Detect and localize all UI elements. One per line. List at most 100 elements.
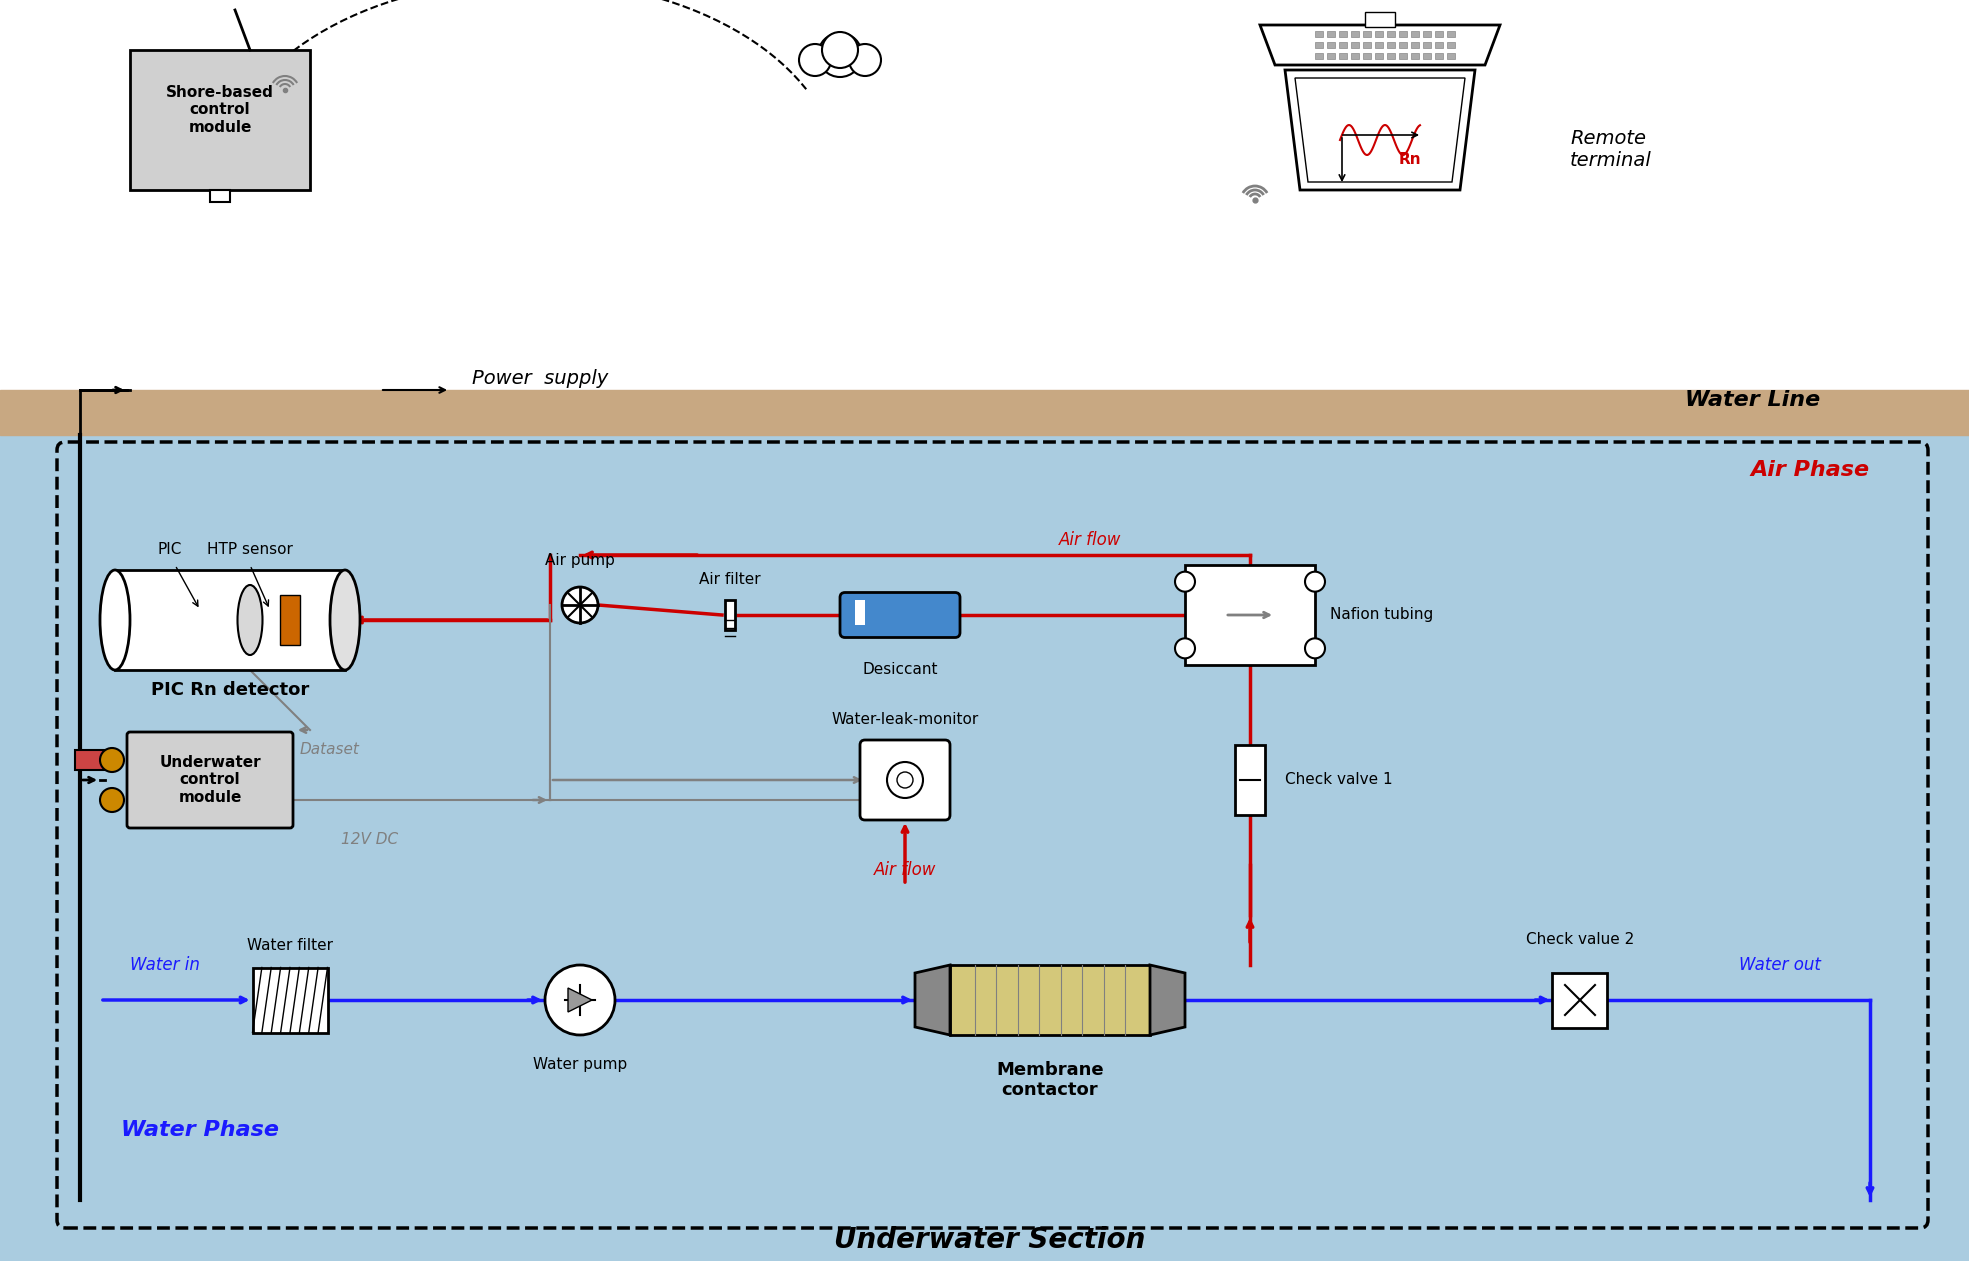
FancyBboxPatch shape <box>841 593 961 638</box>
Text: Shore-based
control
module: Shore-based control module <box>165 84 274 135</box>
Bar <box>1424 32 1431 37</box>
Polygon shape <box>1150 965 1185 1035</box>
FancyBboxPatch shape <box>860 740 949 820</box>
Bar <box>1412 53 1420 59</box>
Text: Water out: Water out <box>1739 956 1821 973</box>
Text: Water-leak-monitor: Water-leak-monitor <box>831 712 979 728</box>
Ellipse shape <box>238 585 262 654</box>
Circle shape <box>100 748 124 772</box>
Text: Air pump: Air pump <box>545 552 614 567</box>
Text: Water Phase: Water Phase <box>120 1120 280 1140</box>
Text: Air flow: Air flow <box>1059 531 1120 549</box>
Bar <box>1400 42 1408 48</box>
Text: Rn: Rn <box>1398 153 1422 168</box>
Bar <box>1552 972 1607 1028</box>
Bar <box>252 967 327 1033</box>
Bar <box>1339 42 1347 48</box>
Circle shape <box>1305 638 1325 658</box>
Bar <box>1386 53 1394 59</box>
Bar <box>1365 13 1394 26</box>
Bar <box>211 190 230 202</box>
Bar <box>1315 32 1323 37</box>
Bar <box>1374 42 1382 48</box>
Bar <box>1447 42 1455 48</box>
Bar <box>1424 42 1431 48</box>
Bar <box>1185 565 1315 665</box>
Polygon shape <box>1286 71 1475 190</box>
Bar <box>1412 32 1420 37</box>
Circle shape <box>1175 638 1195 658</box>
Bar <box>1435 53 1443 59</box>
Bar <box>1327 42 1335 48</box>
Polygon shape <box>916 965 949 1035</box>
Text: Dataset: Dataset <box>299 743 360 758</box>
Text: Check valve 1: Check valve 1 <box>1286 773 1392 788</box>
Circle shape <box>1175 571 1195 591</box>
Text: Desiccant: Desiccant <box>862 662 937 677</box>
FancyBboxPatch shape <box>126 731 293 828</box>
Circle shape <box>799 44 831 76</box>
Polygon shape <box>1296 78 1465 182</box>
Text: 12V DC: 12V DC <box>341 832 398 847</box>
Bar <box>1327 32 1335 37</box>
Circle shape <box>898 772 914 788</box>
Bar <box>1447 32 1455 37</box>
Bar <box>1363 53 1370 59</box>
Bar <box>1235 745 1264 815</box>
Circle shape <box>1305 571 1325 591</box>
Ellipse shape <box>331 570 360 670</box>
Bar <box>1363 42 1370 48</box>
Bar <box>1400 32 1408 37</box>
Bar <box>1339 53 1347 59</box>
Polygon shape <box>1260 25 1500 66</box>
Text: Air filter: Air filter <box>699 572 760 588</box>
Text: Power  supply: Power supply <box>473 368 608 387</box>
Circle shape <box>821 32 858 68</box>
Bar <box>1315 53 1323 59</box>
Bar <box>1374 53 1382 59</box>
Text: Check value 2: Check value 2 <box>1526 932 1634 947</box>
Polygon shape <box>567 989 593 1013</box>
Bar <box>0 0 1969 390</box>
Bar <box>949 965 1150 1035</box>
Text: Nafion tubing: Nafion tubing <box>1329 608 1433 623</box>
Ellipse shape <box>100 570 130 670</box>
Circle shape <box>545 965 614 1035</box>
Bar <box>1412 42 1420 48</box>
Bar <box>1351 42 1359 48</box>
Text: Underwater Section: Underwater Section <box>835 1226 1146 1253</box>
Text: Underwater
control
module: Underwater control module <box>159 755 260 805</box>
Bar <box>0 435 1969 1261</box>
Bar <box>0 390 1969 435</box>
FancyBboxPatch shape <box>130 50 309 190</box>
Bar <box>114 570 345 670</box>
Bar <box>1424 53 1431 59</box>
Bar <box>725 600 734 630</box>
Text: Water in: Water in <box>130 956 201 973</box>
Bar <box>1327 53 1335 59</box>
Text: Air flow: Air flow <box>874 861 935 879</box>
Circle shape <box>849 44 880 76</box>
Text: Water pump: Water pump <box>534 1058 626 1073</box>
Bar <box>1400 53 1408 59</box>
Text: Remote
terminal: Remote terminal <box>1569 130 1652 170</box>
Bar <box>1374 32 1382 37</box>
Text: Membrane: Membrane <box>996 1061 1105 1079</box>
Bar <box>1351 53 1359 59</box>
Text: PIC: PIC <box>158 542 183 557</box>
Bar <box>1386 32 1394 37</box>
Text: PIC Rn detector: PIC Rn detector <box>152 681 309 699</box>
Bar <box>1435 42 1443 48</box>
Bar <box>1351 32 1359 37</box>
Bar <box>1363 32 1370 37</box>
Text: HTP sensor: HTP sensor <box>207 542 293 557</box>
Bar <box>280 595 299 644</box>
Bar <box>1339 32 1347 37</box>
Bar <box>855 599 864 624</box>
Text: contactor: contactor <box>1002 1081 1099 1100</box>
Text: Water Line: Water Line <box>1685 390 1819 410</box>
Text: Water filter: Water filter <box>246 937 333 952</box>
Text: Air Phase: Air Phase <box>1750 460 1871 480</box>
Bar <box>1435 32 1443 37</box>
Bar <box>1315 42 1323 48</box>
